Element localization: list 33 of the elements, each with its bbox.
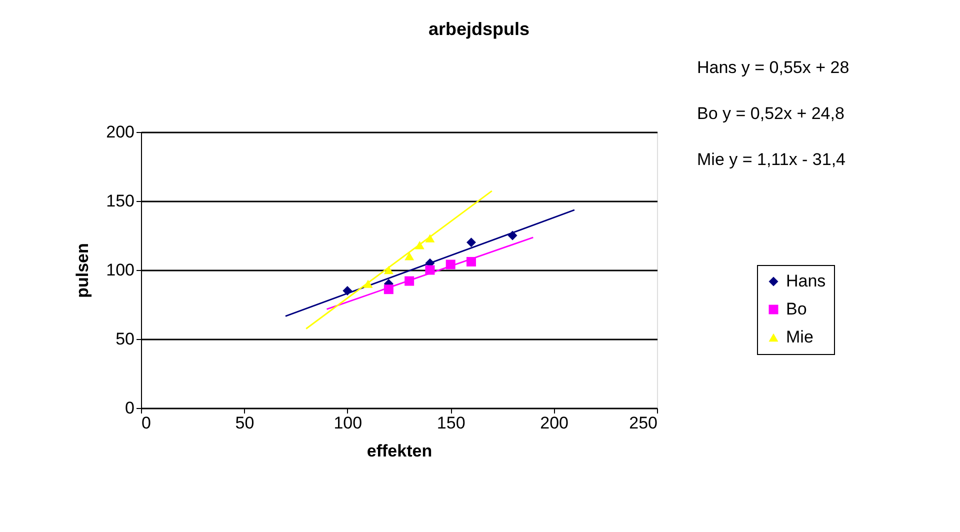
x-tick-label: 100 [334, 414, 362, 432]
point [404, 276, 414, 286]
y-tick-label: 100 [106, 260, 134, 280]
y-tick-label: 200 [106, 122, 134, 142]
y-axis-title: pulsen [73, 243, 92, 298]
point [414, 241, 424, 250]
y-tick-label: 0 [125, 398, 134, 418]
x-axis-title: effekten [366, 442, 432, 460]
point [384, 284, 394, 294]
x-tick-label: 150 [436, 414, 466, 432]
x-tick-label: 250 [629, 414, 658, 432]
text: Bo y = 0,52x + 24,8 [697, 104, 844, 123]
point [384, 266, 394, 274]
point [342, 286, 352, 296]
text: Mie y = 1,11x - 31,4 [697, 150, 846, 169]
text: Hans y = 0,55x + 28 [697, 58, 850, 77]
legend-label: Mie [786, 328, 814, 346]
point [425, 265, 435, 275]
point [363, 280, 373, 288]
point [466, 256, 476, 266]
point [404, 252, 414, 260]
point [425, 234, 435, 242]
y-tick-label: 50 [116, 330, 134, 348]
y-tick-label: 150 [106, 192, 134, 210]
chart-title: arbejdspuls [428, 19, 530, 39]
legend-label: Bo [786, 300, 807, 318]
point [466, 238, 476, 248]
x-tick-label: 0 [142, 414, 151, 432]
x-tick-label: 200 [540, 414, 568, 432]
legend-label: Hans [786, 272, 826, 290]
point [446, 260, 456, 270]
point [508, 230, 518, 240]
x-tick-label: 50 [235, 414, 254, 432]
